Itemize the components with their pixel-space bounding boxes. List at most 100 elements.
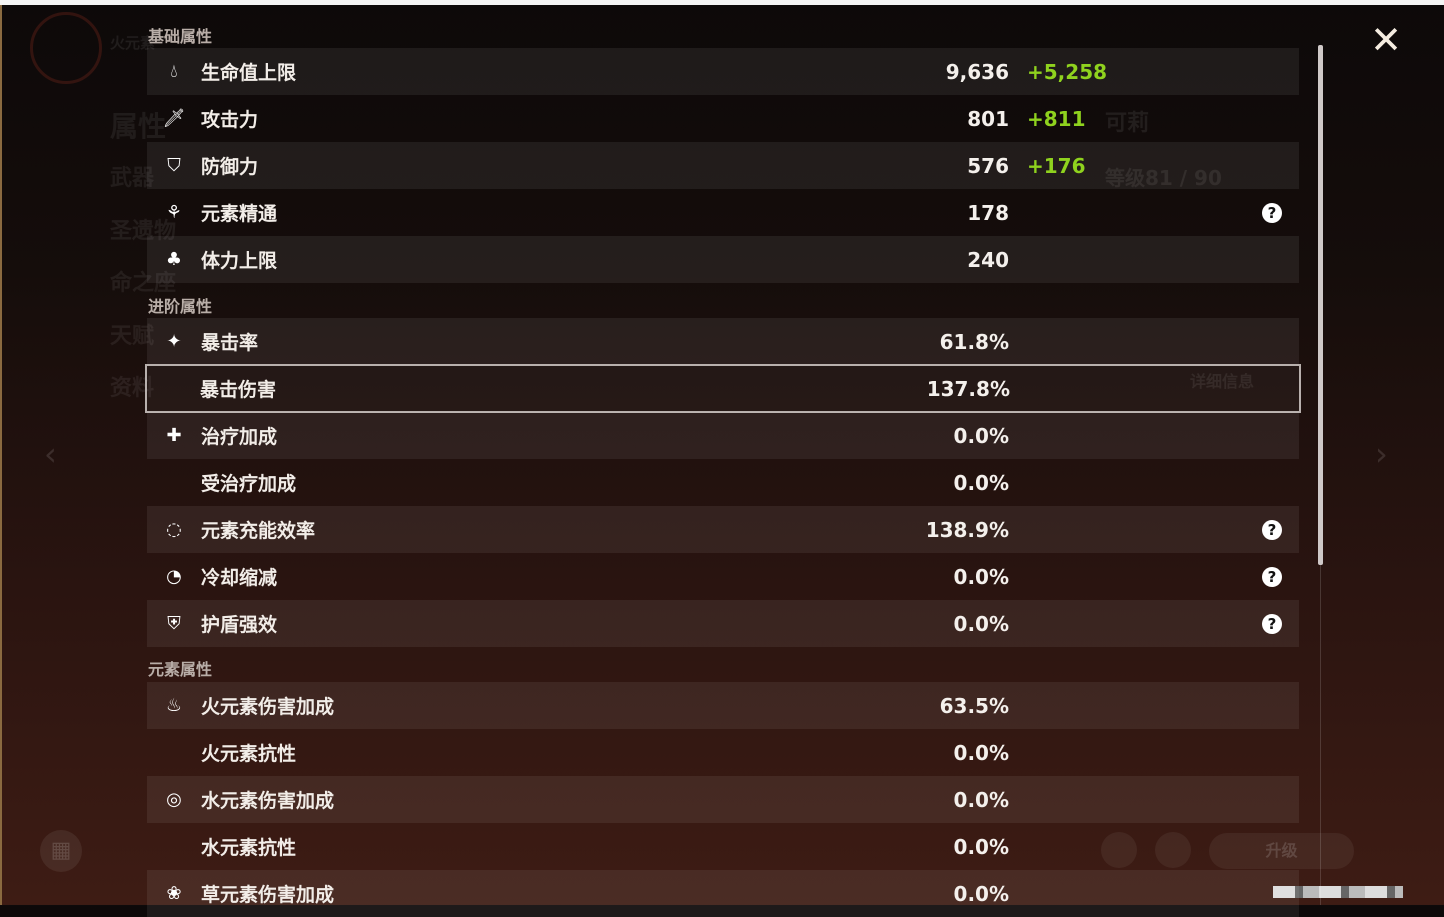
stat-row[interactable]: 水元素抗性 0.0% bbox=[147, 823, 1299, 870]
stat-label: 草元素伤害加成 bbox=[201, 884, 335, 906]
scrollbar-track[interactable] bbox=[1320, 565, 1321, 905]
hydro-icon: ◎ bbox=[166, 789, 182, 810]
stat-bonus: +5,258 bbox=[1027, 59, 1108, 84]
stat-label: 暴击伤害 bbox=[200, 379, 277, 401]
switch-button[interactable] bbox=[1101, 832, 1137, 868]
outfit-hanger-button[interactable] bbox=[1155, 832, 1191, 868]
energy-recharge-icon: ◌ bbox=[166, 519, 182, 540]
stat-value: 63.5% bbox=[939, 693, 1009, 718]
element-label: 火元素 bbox=[110, 34, 156, 52]
nav-weapon[interactable]: 武器 bbox=[110, 166, 155, 191]
stat-label: 水元素抗性 bbox=[201, 837, 297, 859]
stat-row[interactable]: ◌ 元素充能效率 138.9%? bbox=[147, 506, 1299, 553]
stat-value: 0.0% bbox=[953, 740, 1009, 765]
nav-artifacts[interactable]: 圣遗物 bbox=[110, 219, 177, 244]
empty-icon-slot bbox=[163, 742, 185, 764]
empty-icon-slot bbox=[162, 378, 184, 400]
help-icon[interactable]: ? bbox=[1262, 613, 1282, 634]
hp-drop-icon: 💧︎ bbox=[170, 61, 178, 82]
stat-row[interactable]: 火元素抗性 0.0% bbox=[147, 729, 1299, 776]
nav-talents[interactable]: 天赋 bbox=[110, 324, 155, 349]
character-name: 可莉 bbox=[1105, 111, 1150, 136]
stat-label: 元素精通 bbox=[201, 203, 278, 225]
section-title: 进阶属性 bbox=[148, 297, 213, 316]
empty-icon-slot bbox=[163, 472, 185, 494]
stat-value: 178 bbox=[967, 200, 1009, 225]
stat-row[interactable]: 💧︎ 生命值上限 9,636 +5,258 bbox=[147, 48, 1299, 95]
stat-row[interactable]: ✚ 治疗加成 0.0% bbox=[147, 412, 1299, 459]
pyro-emblem-icon bbox=[30, 12, 102, 84]
stat-value: 240 bbox=[967, 247, 1009, 272]
stat-label: 生命值上限 bbox=[201, 62, 297, 84]
watermark bbox=[1273, 886, 1403, 898]
window-top-bar bbox=[0, 0, 1444, 5]
stat-bonus: +176 bbox=[1027, 153, 1086, 178]
stat-value: 138.9% bbox=[925, 517, 1009, 542]
stat-label: 防御力 bbox=[201, 156, 259, 178]
stat-row[interactable]: 🗡︎ 攻击力 801 +811 bbox=[147, 95, 1299, 142]
stat-row[interactable]: ♨ 火元素伤害加成 63.5% bbox=[147, 682, 1299, 729]
stat-value: 0.0% bbox=[953, 787, 1009, 812]
stat-label: 水元素伤害加成 bbox=[201, 790, 335, 812]
prev-arrow-icon[interactable]: ‹ bbox=[44, 435, 57, 473]
close-button[interactable]: ✕ bbox=[1366, 20, 1406, 60]
stat-row[interactable]: ◎ 水元素伤害加成 0.0% bbox=[147, 776, 1299, 823]
stat-row[interactable]: 暴击伤害 137.8% bbox=[145, 364, 1301, 413]
nav-constellation[interactable]: 命之座 bbox=[110, 271, 177, 296]
stat-row[interactable]: 受治疗加成 0.0% bbox=[147, 459, 1299, 506]
stat-label: 元素充能效率 bbox=[201, 520, 316, 542]
stat-label: 治疗加成 bbox=[201, 426, 278, 448]
stat-value: 801 bbox=[967, 106, 1009, 131]
menu-grid-button[interactable]: ▦ bbox=[40, 830, 82, 872]
sword-icon: 🗡︎ bbox=[162, 108, 186, 129]
stat-row[interactable]: ⚘ 元素精通 178? bbox=[147, 189, 1299, 236]
dendro-icon: ❀ bbox=[166, 883, 182, 904]
stat-row[interactable]: ⛨ 护盾强效 0.0%? bbox=[147, 600, 1299, 647]
next-arrow-icon[interactable]: › bbox=[1375, 435, 1388, 473]
stat-row[interactable]: ❀ 草元素伤害加成 0.0% bbox=[147, 870, 1299, 917]
stat-value: 0.0% bbox=[953, 470, 1009, 495]
stat-label: 火元素抗性 bbox=[201, 743, 297, 765]
stat-value: 61.8% bbox=[939, 329, 1009, 354]
healing-cross-icon: ✚ bbox=[166, 425, 182, 446]
detail-button[interactable]: 详细信息 bbox=[1190, 372, 1255, 391]
stat-label: 暴击率 bbox=[201, 332, 259, 354]
help-icon[interactable]: ? bbox=[1262, 566, 1282, 587]
upgrade-button[interactable]: 升级 bbox=[1209, 833, 1354, 869]
stat-row[interactable]: ♣ 体力上限 240 bbox=[147, 236, 1299, 283]
stat-value: 137.8% bbox=[926, 376, 1010, 401]
help-icon[interactable]: ? bbox=[1262, 519, 1282, 540]
stat-value: 9,636 bbox=[945, 59, 1009, 84]
nav-attributes[interactable]: 属性 bbox=[110, 110, 167, 143]
stat-label: 冷却缩减 bbox=[201, 567, 278, 589]
window-edge bbox=[0, 5, 2, 905]
stat-value: 0.0% bbox=[953, 881, 1009, 906]
elemental-mastery-icon: ⚘ bbox=[165, 202, 183, 223]
stat-row[interactable]: ⛉ 防御力 576 +176 bbox=[147, 142, 1299, 189]
stamina-icon: ♣ bbox=[165, 249, 183, 270]
stat-value: 0.0% bbox=[953, 423, 1009, 448]
stat-row[interactable]: ◔ 冷却缩减 0.0%? bbox=[147, 553, 1299, 600]
scrollbar-thumb[interactable] bbox=[1318, 45, 1323, 565]
stat-value: 576 bbox=[967, 153, 1009, 178]
close-icon: ✕ bbox=[1370, 18, 1402, 62]
shield-strength-icon: ⛨ bbox=[167, 613, 181, 634]
shield-icon: ⛉ bbox=[167, 155, 181, 176]
stat-label: 受治疗加成 bbox=[201, 473, 297, 495]
character-level: 等级81 / 90 bbox=[1105, 166, 1222, 190]
stat-label: 火元素伤害加成 bbox=[201, 696, 335, 718]
help-icon[interactable]: ? bbox=[1262, 202, 1282, 223]
stat-row[interactable]: ✦ 暴击率 61.8% bbox=[147, 318, 1299, 365]
stat-value: 0.0% bbox=[953, 834, 1009, 859]
empty-icon-slot bbox=[163, 836, 185, 858]
cooldown-icon: ◔ bbox=[166, 566, 182, 587]
stat-label: 体力上限 bbox=[201, 250, 278, 272]
nav-profile[interactable]: 资料 bbox=[110, 376, 155, 401]
stat-bonus: +811 bbox=[1027, 106, 1086, 131]
pyro-icon: ♨ bbox=[165, 695, 183, 716]
stat-value: 0.0% bbox=[953, 611, 1009, 636]
stat-value: 0.0% bbox=[953, 564, 1009, 589]
crit-rate-icon: ✦ bbox=[166, 331, 182, 352]
stat-label: 攻击力 bbox=[201, 109, 259, 131]
section-title: 元素属性 bbox=[148, 660, 213, 679]
